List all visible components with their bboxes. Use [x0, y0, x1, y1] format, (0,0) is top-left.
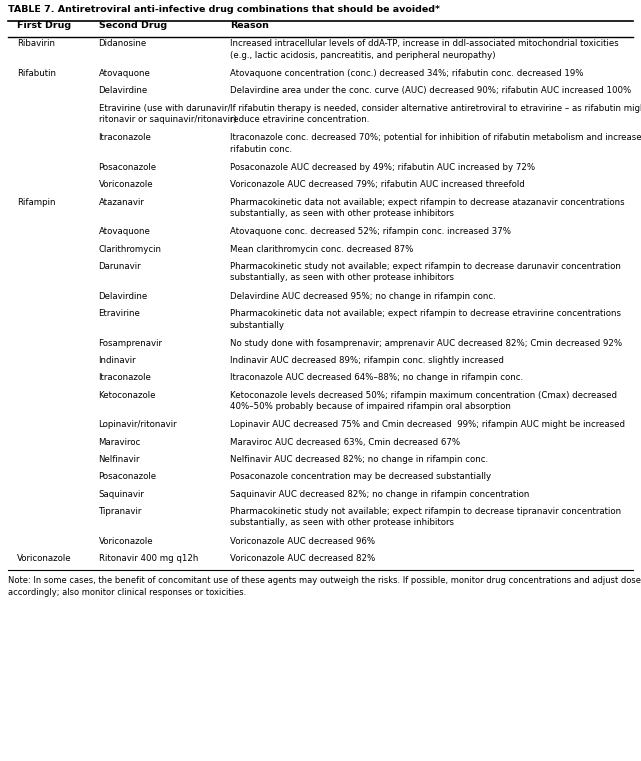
Text: Nelfinavir: Nelfinavir	[99, 455, 140, 464]
Text: Mean clarithromycin conc. decreased 87%: Mean clarithromycin conc. decreased 87%	[230, 245, 413, 253]
Text: Reason: Reason	[230, 21, 269, 30]
Text: Pharmacokinetic data not available; expect rifampin to decrease atazanavir conce: Pharmacokinetic data not available; expe…	[230, 198, 624, 218]
Text: Lopinavir AUC decreased 75% and Cmin decreased  99%; rifampin AUC might be incre: Lopinavir AUC decreased 75% and Cmin dec…	[230, 421, 625, 429]
Text: Itraconazole conc. decreased 70%; potential for inhibition of rifabutin metaboli: Itraconazole conc. decreased 70%; potent…	[230, 133, 641, 154]
Text: Voriconazole: Voriconazole	[99, 537, 153, 546]
Text: Posaconazole: Posaconazole	[99, 473, 157, 482]
Text: Nelfinavir AUC decreased 82%; no change in rifampin conc.: Nelfinavir AUC decreased 82%; no change …	[230, 455, 488, 464]
Text: Increased intracellular levels of ddA-TP, increase in ddI-associated mitochondri: Increased intracellular levels of ddA-TP…	[230, 40, 619, 59]
Text: Delavirdine area under the conc. curve (AUC) decreased 90%; rifabutin AUC increa: Delavirdine area under the conc. curve (…	[230, 86, 631, 95]
Text: Voriconazole: Voriconazole	[99, 180, 153, 189]
Text: Maraviroc AUC decreased 63%, Cmin decreased 67%: Maraviroc AUC decreased 63%, Cmin decrea…	[230, 438, 460, 447]
Text: Ribavirin: Ribavirin	[17, 40, 55, 48]
Text: Itraconazole: Itraconazole	[99, 374, 151, 383]
Text: Second Drug: Second Drug	[99, 21, 167, 30]
Text: First Drug: First Drug	[17, 21, 72, 30]
Text: No study done with fosamprenavir; amprenavir AUC decreased 82%; Cmin decreased 9: No study done with fosamprenavir; ampren…	[230, 339, 622, 348]
Text: Etravirine: Etravirine	[99, 309, 140, 318]
Text: Rifampin: Rifampin	[17, 198, 56, 207]
Text: Ritonavir 400 mg q12h: Ritonavir 400 mg q12h	[99, 554, 198, 563]
Text: Pharmacokinetic data not available; expect rifampin to decrease etravirine conce: Pharmacokinetic data not available; expe…	[230, 309, 621, 330]
Text: Maraviroc: Maraviroc	[99, 438, 141, 447]
Text: Ketoconazole: Ketoconazole	[99, 390, 156, 400]
Text: Voriconazole AUC decreased 96%: Voriconazole AUC decreased 96%	[230, 537, 375, 546]
Text: Saquinavir AUC decreased 82%; no change in rifampin concentration: Saquinavir AUC decreased 82%; no change …	[230, 489, 529, 498]
Text: Lopinavir/ritonavir: Lopinavir/ritonavir	[99, 421, 178, 429]
Text: Fosamprenavir: Fosamprenavir	[99, 339, 163, 348]
Text: Posaconazole: Posaconazole	[99, 163, 157, 172]
Text: Note: In some cases, the benefit of concomitant use of these agents may outweigh: Note: In some cases, the benefit of conc…	[8, 576, 641, 597]
Text: Voriconazole AUC decreased 79%; rifabutin AUC increased threefold: Voriconazole AUC decreased 79%; rifabuti…	[230, 180, 524, 189]
Text: Itraconazole AUC decreased 64%–88%; no change in rifampin conc.: Itraconazole AUC decreased 64%–88%; no c…	[230, 374, 523, 383]
Text: Itraconazole: Itraconazole	[99, 133, 151, 142]
Text: Didanosine: Didanosine	[99, 40, 147, 48]
Text: Tipranavir: Tipranavir	[99, 507, 142, 516]
Text: Posaconazole concentration may be decreased substantially: Posaconazole concentration may be decrea…	[230, 473, 491, 482]
Text: Atovaquone: Atovaquone	[99, 69, 151, 78]
Text: Pharmacokinetic study not available; expect rifampin to decrease tipranavir conc: Pharmacokinetic study not available; exp…	[230, 507, 621, 527]
Text: TABLE 7. Antiretroviral anti-infective drug combinations that should be avoided*: TABLE 7. Antiretroviral anti-infective d…	[8, 5, 440, 14]
Text: Atovaquone concentration (conc.) decreased 34%; rifabutin conc. decreased 19%: Atovaquone concentration (conc.) decreas…	[230, 69, 583, 78]
Text: Voriconazole: Voriconazole	[17, 554, 72, 563]
Text: Atazanavir: Atazanavir	[99, 198, 144, 207]
Text: Atovaquone conc. decreased 52%; rifampin conc. increased 37%: Atovaquone conc. decreased 52%; rifampin…	[230, 228, 511, 237]
Text: Voriconazole AUC decreased 82%: Voriconazole AUC decreased 82%	[230, 554, 375, 563]
Text: Delavirdine AUC decreased 95%; no change in rifampin conc.: Delavirdine AUC decreased 95%; no change…	[230, 291, 495, 301]
Text: Pharmacokinetic study not available; expect rifampin to decrease darunavir conce: Pharmacokinetic study not available; exp…	[230, 262, 620, 282]
Text: Darunavir: Darunavir	[99, 262, 141, 271]
Text: Clarithromycin: Clarithromycin	[99, 245, 162, 253]
Text: If rifabutin therapy is needed, consider alternative antiretroviral to etravirin: If rifabutin therapy is needed, consider…	[230, 103, 641, 124]
Text: Posaconazole AUC decreased by 49%; rifabutin AUC increased by 72%: Posaconazole AUC decreased by 49%; rifab…	[230, 163, 535, 172]
Text: Ketoconazole levels decreased 50%; rifampin maximum concentration (Cmax) decreas: Ketoconazole levels decreased 50%; rifam…	[230, 390, 617, 411]
Text: Atovaquone: Atovaquone	[99, 228, 151, 237]
Text: Delavirdine: Delavirdine	[99, 86, 148, 95]
Text: Indinavir AUC decreased 89%; rifampin conc. slightly increased: Indinavir AUC decreased 89%; rifampin co…	[230, 356, 504, 365]
Text: Rifabutin: Rifabutin	[17, 69, 56, 78]
Text: Delavirdine: Delavirdine	[99, 291, 148, 301]
Text: Saquinavir: Saquinavir	[99, 489, 144, 498]
Text: Etravirine (use with darunavir/
ritonavir or saquinavir/ritonavir): Etravirine (use with darunavir/ ritonavi…	[99, 103, 237, 124]
Text: Indinavir: Indinavir	[99, 356, 137, 365]
